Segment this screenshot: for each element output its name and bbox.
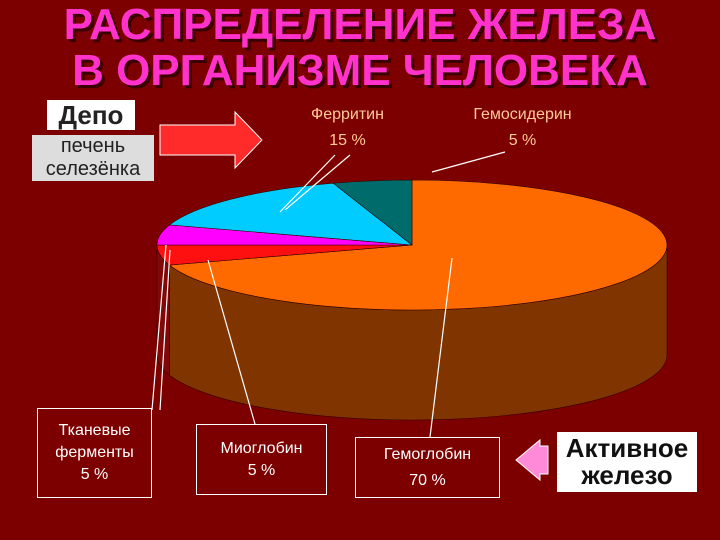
depot-organs: печень селезёнка — [32, 135, 154, 181]
slice — [332, 179, 413, 246]
title: РАСПРЕДЕЛЕНИЕ ЖЕЛЕЗА В ОРГАНИЗМЕ ЧЕЛОВЕК… — [63, 0, 657, 95]
slice-label: Ферритин 15 % — [285, 102, 410, 154]
leader-line — [159, 249, 171, 411]
arrow — [515, 438, 549, 482]
leader-line — [431, 151, 506, 173]
leader-line — [207, 259, 256, 425]
category-label: Миоглобин — [220, 439, 303, 457]
value-label: 15 % — [329, 132, 366, 149]
slice — [168, 179, 668, 311]
leader-line — [279, 154, 336, 213]
category-label: Гемоглобин — [383, 445, 472, 463]
leader-line — [284, 154, 351, 211]
depot-title: Депо — [47, 100, 135, 130]
category-label: Ферритин — [311, 106, 384, 123]
arrow — [159, 110, 263, 170]
category-label: Гемосидерин — [473, 106, 572, 123]
value-label: 5 % — [247, 461, 276, 479]
active-label: Активное железо — [557, 432, 697, 492]
slice-label: Тканевые ферменты 5 % — [37, 408, 152, 498]
category-label: Тканевые ферменты — [55, 422, 134, 461]
value-label: 5 % — [80, 466, 109, 483]
leader-line — [429, 257, 453, 438]
value-label: 5 % — [508, 132, 537, 149]
leader-lines — [151, 151, 506, 438]
slice-label: Гемосидерин 5 % — [440, 102, 605, 154]
slice-label: Миоглобин 5 % — [196, 424, 327, 495]
slice-label: Гемоглобин 70 % — [355, 437, 500, 498]
slice — [168, 182, 413, 246]
leader-line — [151, 244, 167, 411]
value-label: 70 % — [409, 471, 446, 489]
